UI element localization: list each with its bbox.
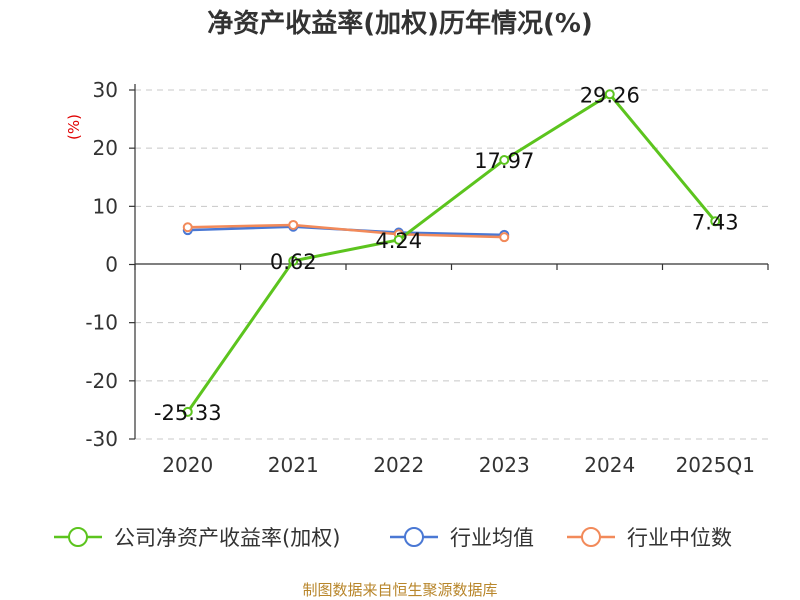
y-tick-label: 0 [105, 253, 118, 277]
x-tick-label: 2025Q1 [676, 453, 755, 477]
legend-swatch-marker [582, 528, 600, 546]
y-tick-label: 10 [93, 194, 118, 218]
data-label: 17.97 [474, 149, 534, 173]
y-tick-label: -10 [85, 311, 118, 335]
data-label: 7.43 [692, 210, 739, 234]
data-labels: -25.33 0.62 4.24 17.97 29.26 7.43 [154, 83, 739, 425]
axes [129, 84, 768, 439]
x-tick-label: 2023 [479, 453, 530, 477]
data-label: 4.24 [375, 229, 422, 253]
legend-swatch-marker [405, 528, 423, 546]
x-tick-label: 2020 [162, 453, 213, 477]
chart-title: 净资产收益率(加权)历年情况(%) [207, 8, 593, 39]
legend-label: 行业均值 [450, 526, 534, 550]
data-label: 0.62 [270, 250, 317, 274]
series-point-2 [184, 223, 192, 231]
legend-swatch-marker [69, 528, 87, 546]
legend: 公司净资产收益率(加权) 行业均值 行业中位数 [54, 526, 732, 550]
x-tick-label: 2021 [268, 453, 319, 477]
series-line-2 [188, 225, 505, 237]
x-tick-label: 2022 [373, 453, 424, 477]
y-axis-unit: (%) [65, 114, 83, 140]
legend-label: 行业中位数 [627, 526, 732, 550]
y-tick-labels: 30 20 10 0 -10 -20 -30 [85, 78, 118, 451]
data-label: 29.26 [580, 83, 640, 107]
y-tick-label: -30 [85, 427, 118, 451]
x-tick-labels: 2020 2021 2022 2023 2024 2025Q1 [162, 453, 755, 477]
series-point-2 [500, 233, 508, 241]
legend-label: 公司净资产收益率(加权) [114, 526, 340, 550]
series-group [184, 90, 720, 416]
data-label: -25.33 [154, 401, 222, 425]
y-tick-label: 30 [93, 78, 118, 102]
series-line-0 [188, 94, 716, 412]
y-tick-label: -20 [85, 369, 118, 393]
series-point-2 [289, 221, 297, 229]
x-tick-label: 2024 [584, 453, 635, 477]
y-tick-label: 20 [93, 136, 118, 160]
source-note: 制图数据来自恒生聚源数据库 [302, 581, 497, 599]
